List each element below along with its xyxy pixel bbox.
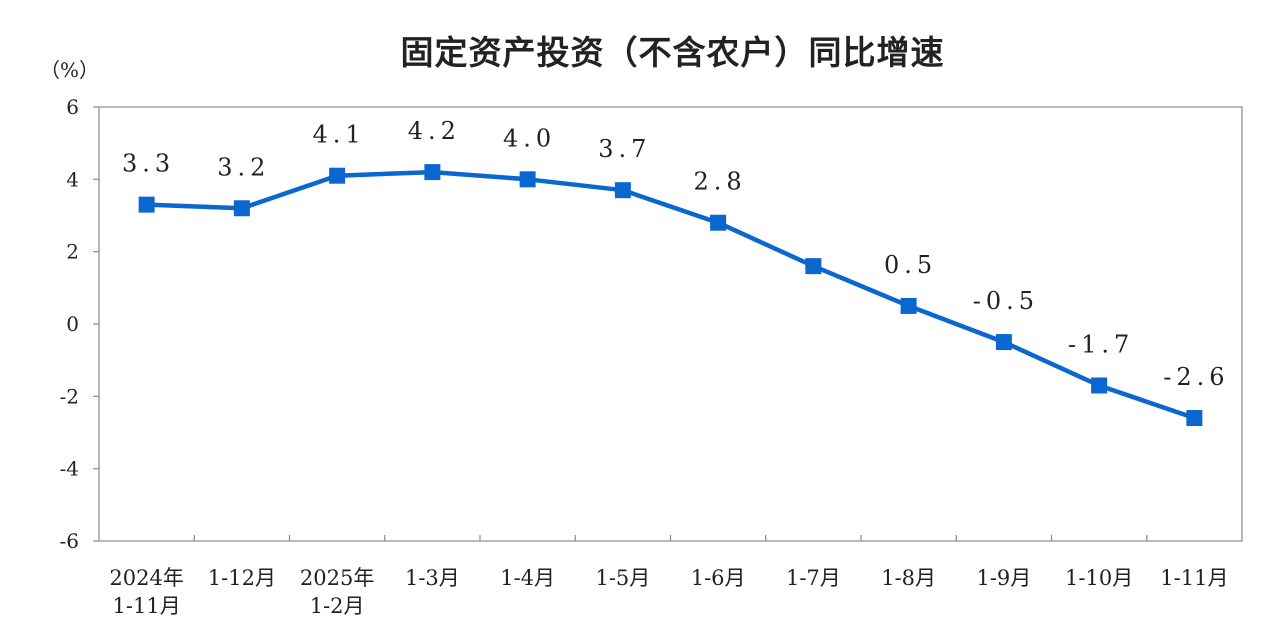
- x-tick-label-line: 1-4月: [500, 566, 555, 590]
- x-tick-label: 1-10月: [1065, 566, 1133, 590]
- x-tick-label: 1-5月: [595, 566, 650, 590]
- x-tick-label: 1-4月: [500, 566, 555, 590]
- x-tick-label: 1-3月: [405, 566, 460, 590]
- y-axis: 6 4 2 0 -2 -4 -6: [60, 95, 99, 553]
- x-tick-label-line: 1-9月: [976, 566, 1031, 590]
- data-label: 4.2: [408, 117, 461, 145]
- x-tick-label: 2025年 1-2月: [300, 566, 374, 618]
- data-point-marker: [1186, 410, 1203, 427]
- x-tick-label-line: 1-2月: [310, 594, 365, 618]
- data-point-marker: [900, 297, 917, 314]
- data-labels: 3.3 3.2 4.1 4.2 4.0 3.7 2.8 0.5 -0.5 -1.7 -2.6: [122, 117, 1229, 391]
- chart-title: 固定资产投资（不含农户）同比增速: [400, 33, 945, 72]
- y-axis-unit-label: （%）: [40, 58, 100, 82]
- y-tick-label: -6: [60, 529, 79, 553]
- data-point-marker: [138, 196, 155, 213]
- x-axis: 2024年 1-11月 1-12月 2025年 1-2月 1-3月 1-4月 1-5月 1-6月…: [109, 535, 1228, 618]
- x-tick-label: 1-9月: [976, 566, 1031, 590]
- x-tick-label-line: 1-10月: [1065, 566, 1133, 590]
- x-tick-label-line: 1-7月: [786, 566, 841, 590]
- x-tick-label-line: 1-12月: [208, 566, 276, 590]
- x-tick-label-line: 1-3月: [405, 566, 460, 590]
- data-point-marker: [1091, 377, 1108, 394]
- x-tick-label-line: 1-6月: [691, 566, 746, 590]
- x-tick-label-line: 2025年: [300, 566, 374, 590]
- x-tick-label: 1-7月: [786, 566, 841, 590]
- x-tick-label-line: 1-11月: [113, 594, 181, 618]
- data-point-marker: [710, 214, 727, 231]
- y-tick-label: 2: [66, 240, 79, 264]
- data-label: 3.3: [122, 150, 175, 178]
- data-point-marker: [329, 167, 346, 184]
- y-tick-label: 0: [66, 312, 79, 336]
- data-point-marker: [233, 200, 250, 217]
- x-tick-label-line: 1-8月: [881, 566, 936, 590]
- data-label: 0.5: [884, 251, 937, 279]
- data-point-marker: [519, 171, 536, 188]
- data-label: 3.7: [598, 135, 651, 163]
- data-label: 2.8: [694, 168, 747, 196]
- x-tick-label: 1-8月: [881, 566, 936, 590]
- x-tick-label-line: 2024年: [109, 566, 183, 590]
- y-tick-label: -4: [60, 457, 79, 481]
- x-tick-label: 2024年 1-11月: [109, 566, 183, 618]
- data-point-marker: [614, 182, 631, 199]
- data-point-marker: [995, 334, 1012, 351]
- y-tick-label: 6: [66, 95, 79, 119]
- data-label: 3.2: [217, 153, 270, 181]
- x-tick-label: 1-6月: [691, 566, 746, 590]
- data-point-marker: [805, 258, 822, 275]
- series-group: [138, 164, 1203, 427]
- y-tick-label: -2: [60, 384, 79, 408]
- data-label: 4.0: [503, 124, 556, 152]
- x-tick-label-line: 1-5月: [595, 566, 650, 590]
- x-tick-label: 1-12月: [208, 566, 276, 590]
- data-label: 4.1: [313, 121, 366, 149]
- data-label: -0.5: [973, 287, 1039, 315]
- y-tick-label: 4: [66, 167, 79, 191]
- x-tick-label: 1-11月: [1160, 566, 1228, 590]
- data-point-marker: [424, 164, 441, 181]
- data-label: -1.7: [1068, 330, 1134, 358]
- data-label: -2.6: [1163, 363, 1229, 391]
- x-tick-label-line: 1-11月: [1160, 566, 1228, 590]
- series-line: [144, 169, 1197, 421]
